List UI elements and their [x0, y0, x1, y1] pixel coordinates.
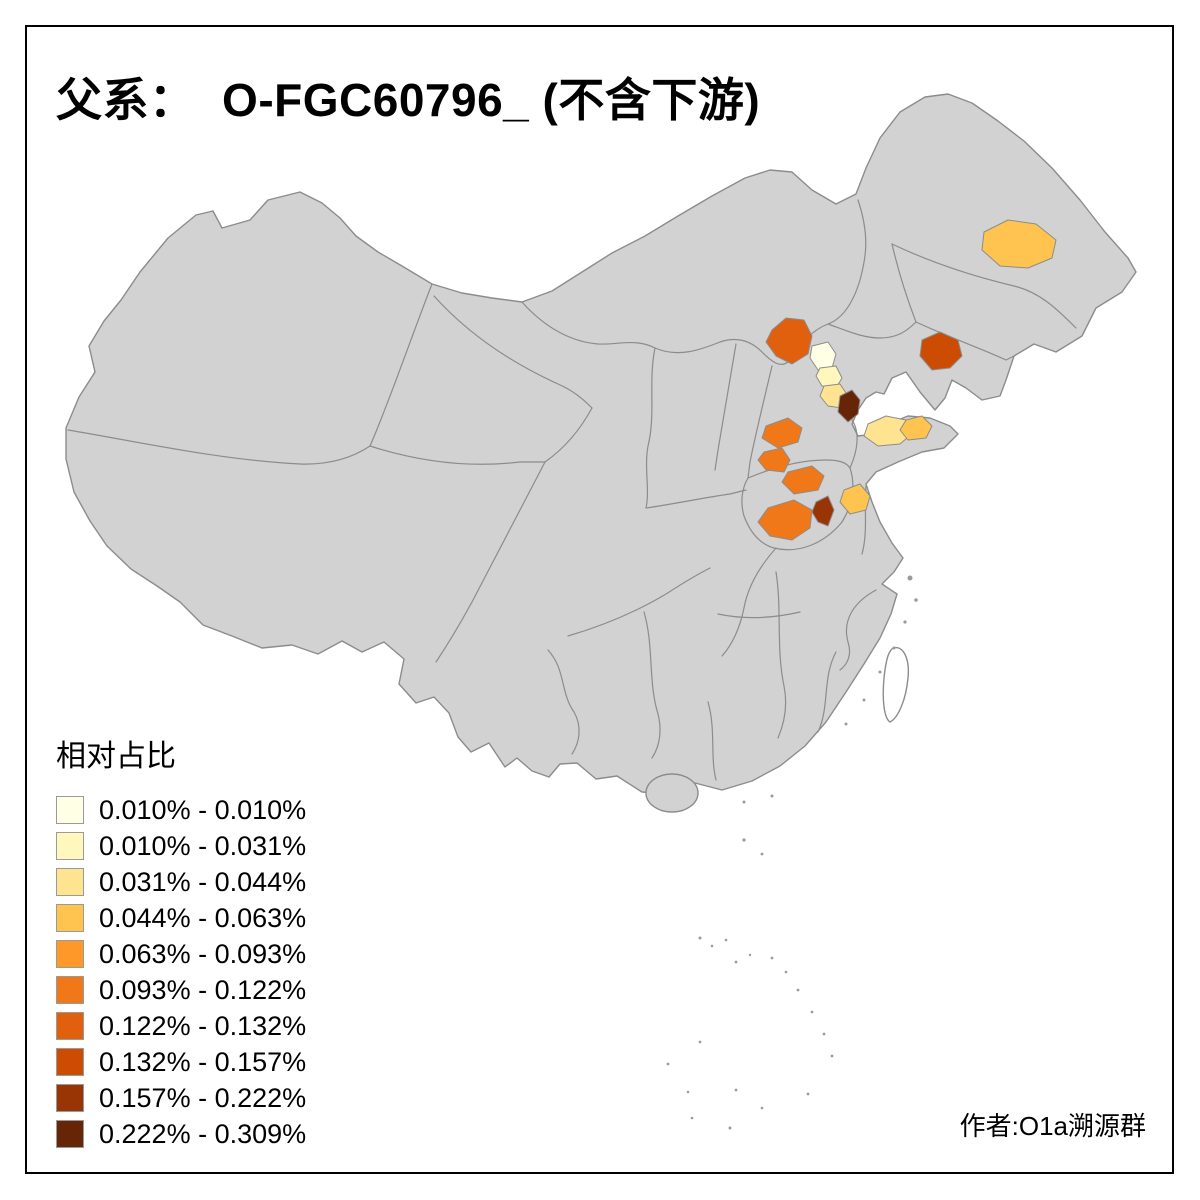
province-border	[544, 407, 593, 463]
legend-range-label: 0.157% - 0.222%	[99, 1083, 307, 1113]
province-border	[547, 649, 580, 755]
legend-range-label: 0.222% - 0.309%	[99, 1119, 307, 1149]
legend-row: 0.031% - 0.044%	[56, 868, 306, 896]
province-border	[645, 489, 747, 509]
region-henan-east	[781, 465, 825, 495]
legend-row: 0.222% - 0.309%	[56, 1120, 306, 1148]
province-border	[827, 321, 917, 339]
legend-row: 0.093% - 0.122%	[56, 976, 306, 1004]
province-border	[567, 567, 711, 637]
region-liaoning-peninsula	[919, 331, 963, 371]
legend-color-swatch	[56, 1012, 84, 1040]
legend-range-label: 0.010% - 0.031%	[99, 831, 307, 861]
province-border	[717, 611, 801, 619]
legend-row: 0.132% - 0.157%	[56, 1048, 306, 1076]
region-anhui-north	[839, 483, 871, 515]
legend-row: 0.157% - 0.222%	[56, 1084, 306, 1112]
legend-row: 0.063% - 0.093%	[56, 940, 306, 968]
legend-range-label: 0.031% - 0.044%	[99, 867, 307, 897]
province-border	[891, 243, 1077, 329]
legend-range-label: 0.044% - 0.063%	[99, 903, 307, 933]
province-border	[369, 283, 433, 447]
province-border	[433, 295, 593, 409]
legend-color-swatch	[56, 1084, 84, 1112]
sea-islands	[666, 575, 918, 1130]
legend-range-label: 0.132% - 0.157%	[99, 1047, 307, 1077]
province-borders	[67, 199, 1077, 781]
region-heilongjiang-area	[981, 219, 1057, 269]
province-border	[849, 419, 858, 469]
legend-color-swatch	[56, 976, 84, 1004]
legend-color-swatch	[56, 1120, 84, 1148]
legend-row: 0.044% - 0.063%	[56, 904, 306, 932]
legend-color-swatch	[56, 832, 84, 860]
province-border	[521, 301, 789, 365]
legend-color-swatch	[56, 796, 84, 824]
region-shandong-east	[899, 415, 933, 441]
province-border	[67, 429, 371, 465]
province-border	[839, 589, 877, 671]
province-border	[643, 611, 661, 759]
legend-row: 0.010% - 0.010%	[56, 796, 306, 824]
province-border	[741, 459, 854, 551]
legend-range-label: 0.093% - 0.122%	[99, 975, 307, 1005]
legend-range-label: 0.063% - 0.093%	[99, 939, 307, 969]
region-beijing-area	[765, 317, 813, 365]
region-henan-north	[761, 417, 803, 449]
region-henan-south	[757, 499, 813, 541]
legend-color-swatch	[56, 1048, 84, 1076]
legend: 相对占比 0.010% - 0.010% 0.010% - 0.031% 0.0…	[56, 740, 306, 1156]
legend-range-label: 0.122% - 0.132%	[99, 1011, 307, 1041]
legend-color-swatch	[56, 868, 84, 896]
province-border	[707, 701, 717, 781]
region-hebei-coast-dark	[837, 389, 861, 423]
province-border	[645, 347, 656, 509]
legend-row: 0.122% - 0.132%	[56, 1012, 306, 1040]
province-border	[747, 365, 773, 479]
province-border	[775, 571, 787, 739]
province-border	[721, 547, 777, 657]
taiwan-island	[882, 646, 910, 723]
region-henan-southeast-dark	[811, 495, 835, 527]
province-border	[817, 651, 837, 733]
legend-title: 相对占比	[56, 740, 176, 773]
legend-color-swatch	[56, 940, 84, 968]
province-border	[435, 461, 546, 663]
china-mainland-shape	[65, 93, 1137, 795]
province-border	[714, 343, 737, 471]
hainan-island	[645, 773, 699, 813]
map-title: 父系： O-FGC60796_ (不含下游)	[56, 74, 761, 126]
legend-color-swatch	[56, 904, 84, 932]
author-credit: 作者:O1a溯源群	[959, 1111, 1146, 1141]
region-henan-mid	[757, 447, 791, 473]
province-border	[915, 321, 1015, 361]
province-border	[369, 445, 546, 465]
province-border	[891, 243, 917, 323]
legend-row: 0.010% - 0.031%	[56, 832, 306, 860]
legend-range-label: 0.010% - 0.010%	[99, 795, 307, 825]
